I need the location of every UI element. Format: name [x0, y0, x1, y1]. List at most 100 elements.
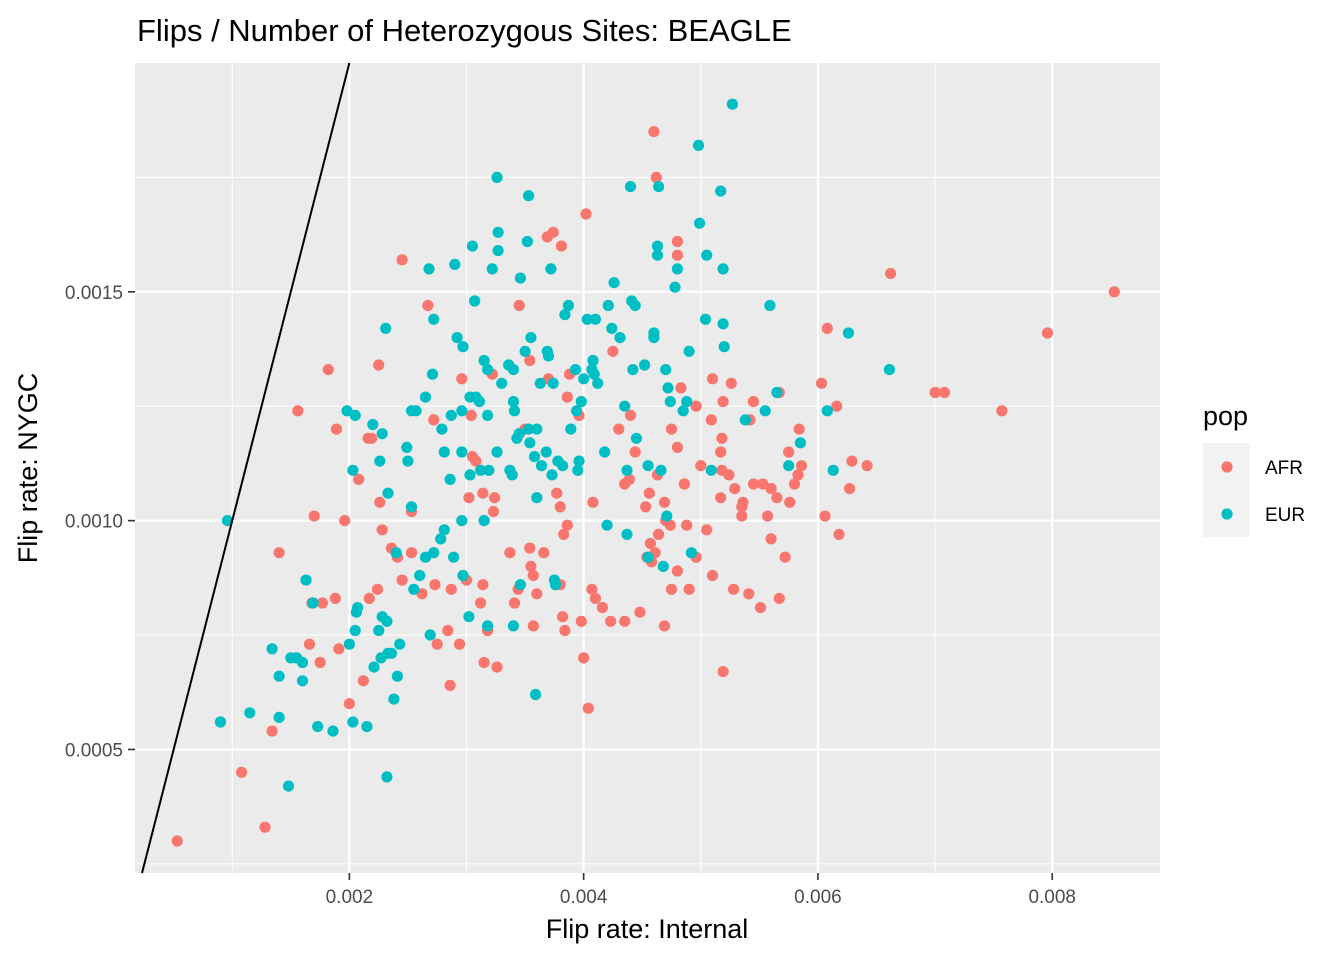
data-point-eur: [457, 341, 469, 353]
data-point-afr: [236, 766, 248, 778]
data-point-afr: [671, 441, 684, 453]
data-point-afr: [717, 666, 729, 678]
data-point-eur: [449, 258, 461, 270]
data-point-eur: [514, 272, 527, 284]
data-point-afr: [504, 547, 516, 559]
data-point-eur: [451, 332, 463, 344]
data-point-eur: [662, 382, 674, 394]
data-point-eur: [524, 437, 536, 449]
data-point-eur: [588, 368, 600, 380]
data-point-eur: [438, 524, 450, 536]
data-point-eur: [435, 533, 447, 545]
y-tick-label: 0.0015: [65, 283, 123, 304]
data-point-afr: [558, 528, 570, 541]
data-point-eur: [391, 670, 403, 682]
data-point-eur: [341, 405, 353, 417]
data-point-afr: [705, 414, 717, 426]
legend-key-afr: [1221, 461, 1233, 473]
data-point-eur: [619, 400, 631, 412]
data-point-afr: [624, 409, 637, 421]
data-point-eur: [381, 615, 393, 627]
data-point-eur: [221, 515, 234, 527]
data-point-afr: [737, 496, 749, 508]
data-point-eur: [296, 656, 309, 669]
data-point-afr: [833, 528, 845, 541]
data-point-eur: [457, 569, 469, 582]
data-point-afr: [547, 226, 559, 238]
grid-major: [135, 63, 1160, 873]
legend-items: AFR EUR: [1203, 443, 1305, 537]
data-point-afr: [366, 432, 378, 444]
data-point-afr: [292, 405, 304, 417]
data-point-afr: [555, 240, 568, 252]
x-axis: 0.002 0.004 0.006 0.008: [326, 873, 1076, 908]
data-point-afr: [343, 698, 355, 710]
data-point-eur: [388, 693, 400, 705]
data-point-eur: [282, 780, 295, 792]
data-point-eur: [273, 711, 285, 724]
data-point-eur: [683, 345, 695, 357]
data-point-eur: [373, 624, 385, 637]
data-point-afr: [671, 249, 684, 261]
data-point-eur: [419, 551, 432, 563]
data-point-eur: [380, 322, 392, 334]
data-point-eur: [821, 405, 833, 417]
data-point-afr: [716, 464, 728, 476]
data-point-afr: [762, 510, 774, 522]
data-point-afr: [815, 377, 828, 389]
data-point-eur: [530, 688, 542, 701]
data-point-afr: [477, 579, 489, 591]
data-point-eur: [534, 377, 546, 389]
data-point-afr: [619, 615, 631, 627]
data-point-afr: [524, 354, 536, 367]
data-point-eur: [496, 377, 508, 389]
data-point-afr: [589, 592, 602, 605]
data-point-afr: [846, 455, 858, 467]
data-point-eur: [685, 547, 698, 559]
data-point-eur: [402, 455, 414, 467]
data-point-eur: [491, 446, 503, 458]
data-point-afr: [743, 588, 755, 600]
data-points: [171, 98, 1120, 847]
data-point-afr: [929, 386, 941, 399]
data-point-eur: [718, 341, 730, 353]
data-point-afr: [765, 533, 777, 545]
data-point-afr: [648, 126, 660, 138]
data-point-eur: [783, 460, 795, 472]
data-point-eur: [531, 492, 543, 504]
data-point-eur: [523, 423, 535, 435]
data-point-afr: [316, 597, 328, 609]
data-point-afr: [861, 460, 873, 472]
data-point-afr: [259, 821, 271, 833]
data-point-afr: [717, 396, 729, 408]
data-point-eur: [408, 583, 420, 595]
data-point-afr: [273, 547, 285, 559]
data-point-eur: [606, 322, 618, 334]
data-point-afr: [527, 569, 539, 582]
data-point-eur: [423, 263, 435, 275]
data-point-afr: [788, 478, 801, 490]
data-point-eur: [655, 464, 667, 476]
data-point-eur: [394, 638, 406, 650]
data-point-afr: [557, 611, 569, 623]
data-point-afr: [376, 524, 388, 536]
data-point-afr: [695, 460, 707, 472]
data-point-afr: [330, 423, 343, 435]
data-point-eur: [546, 469, 558, 481]
data-point-afr: [429, 579, 441, 591]
data-point-eur: [482, 364, 494, 376]
data-point-afr: [885, 267, 897, 280]
data-point-eur: [483, 464, 495, 476]
data-point-afr: [658, 620, 671, 632]
data-point-afr: [374, 496, 386, 508]
data-point-eur: [661, 510, 673, 522]
data-point-eur: [491, 171, 503, 183]
data-point-eur: [715, 185, 727, 197]
data-point-eur: [669, 281, 681, 293]
data-point-afr: [453, 638, 466, 650]
data-point-afr: [171, 835, 183, 847]
data-point-eur: [573, 455, 585, 467]
y-tick-label: 0.0005: [65, 740, 123, 761]
data-point-eur: [627, 364, 639, 376]
data-point-eur: [571, 405, 583, 417]
